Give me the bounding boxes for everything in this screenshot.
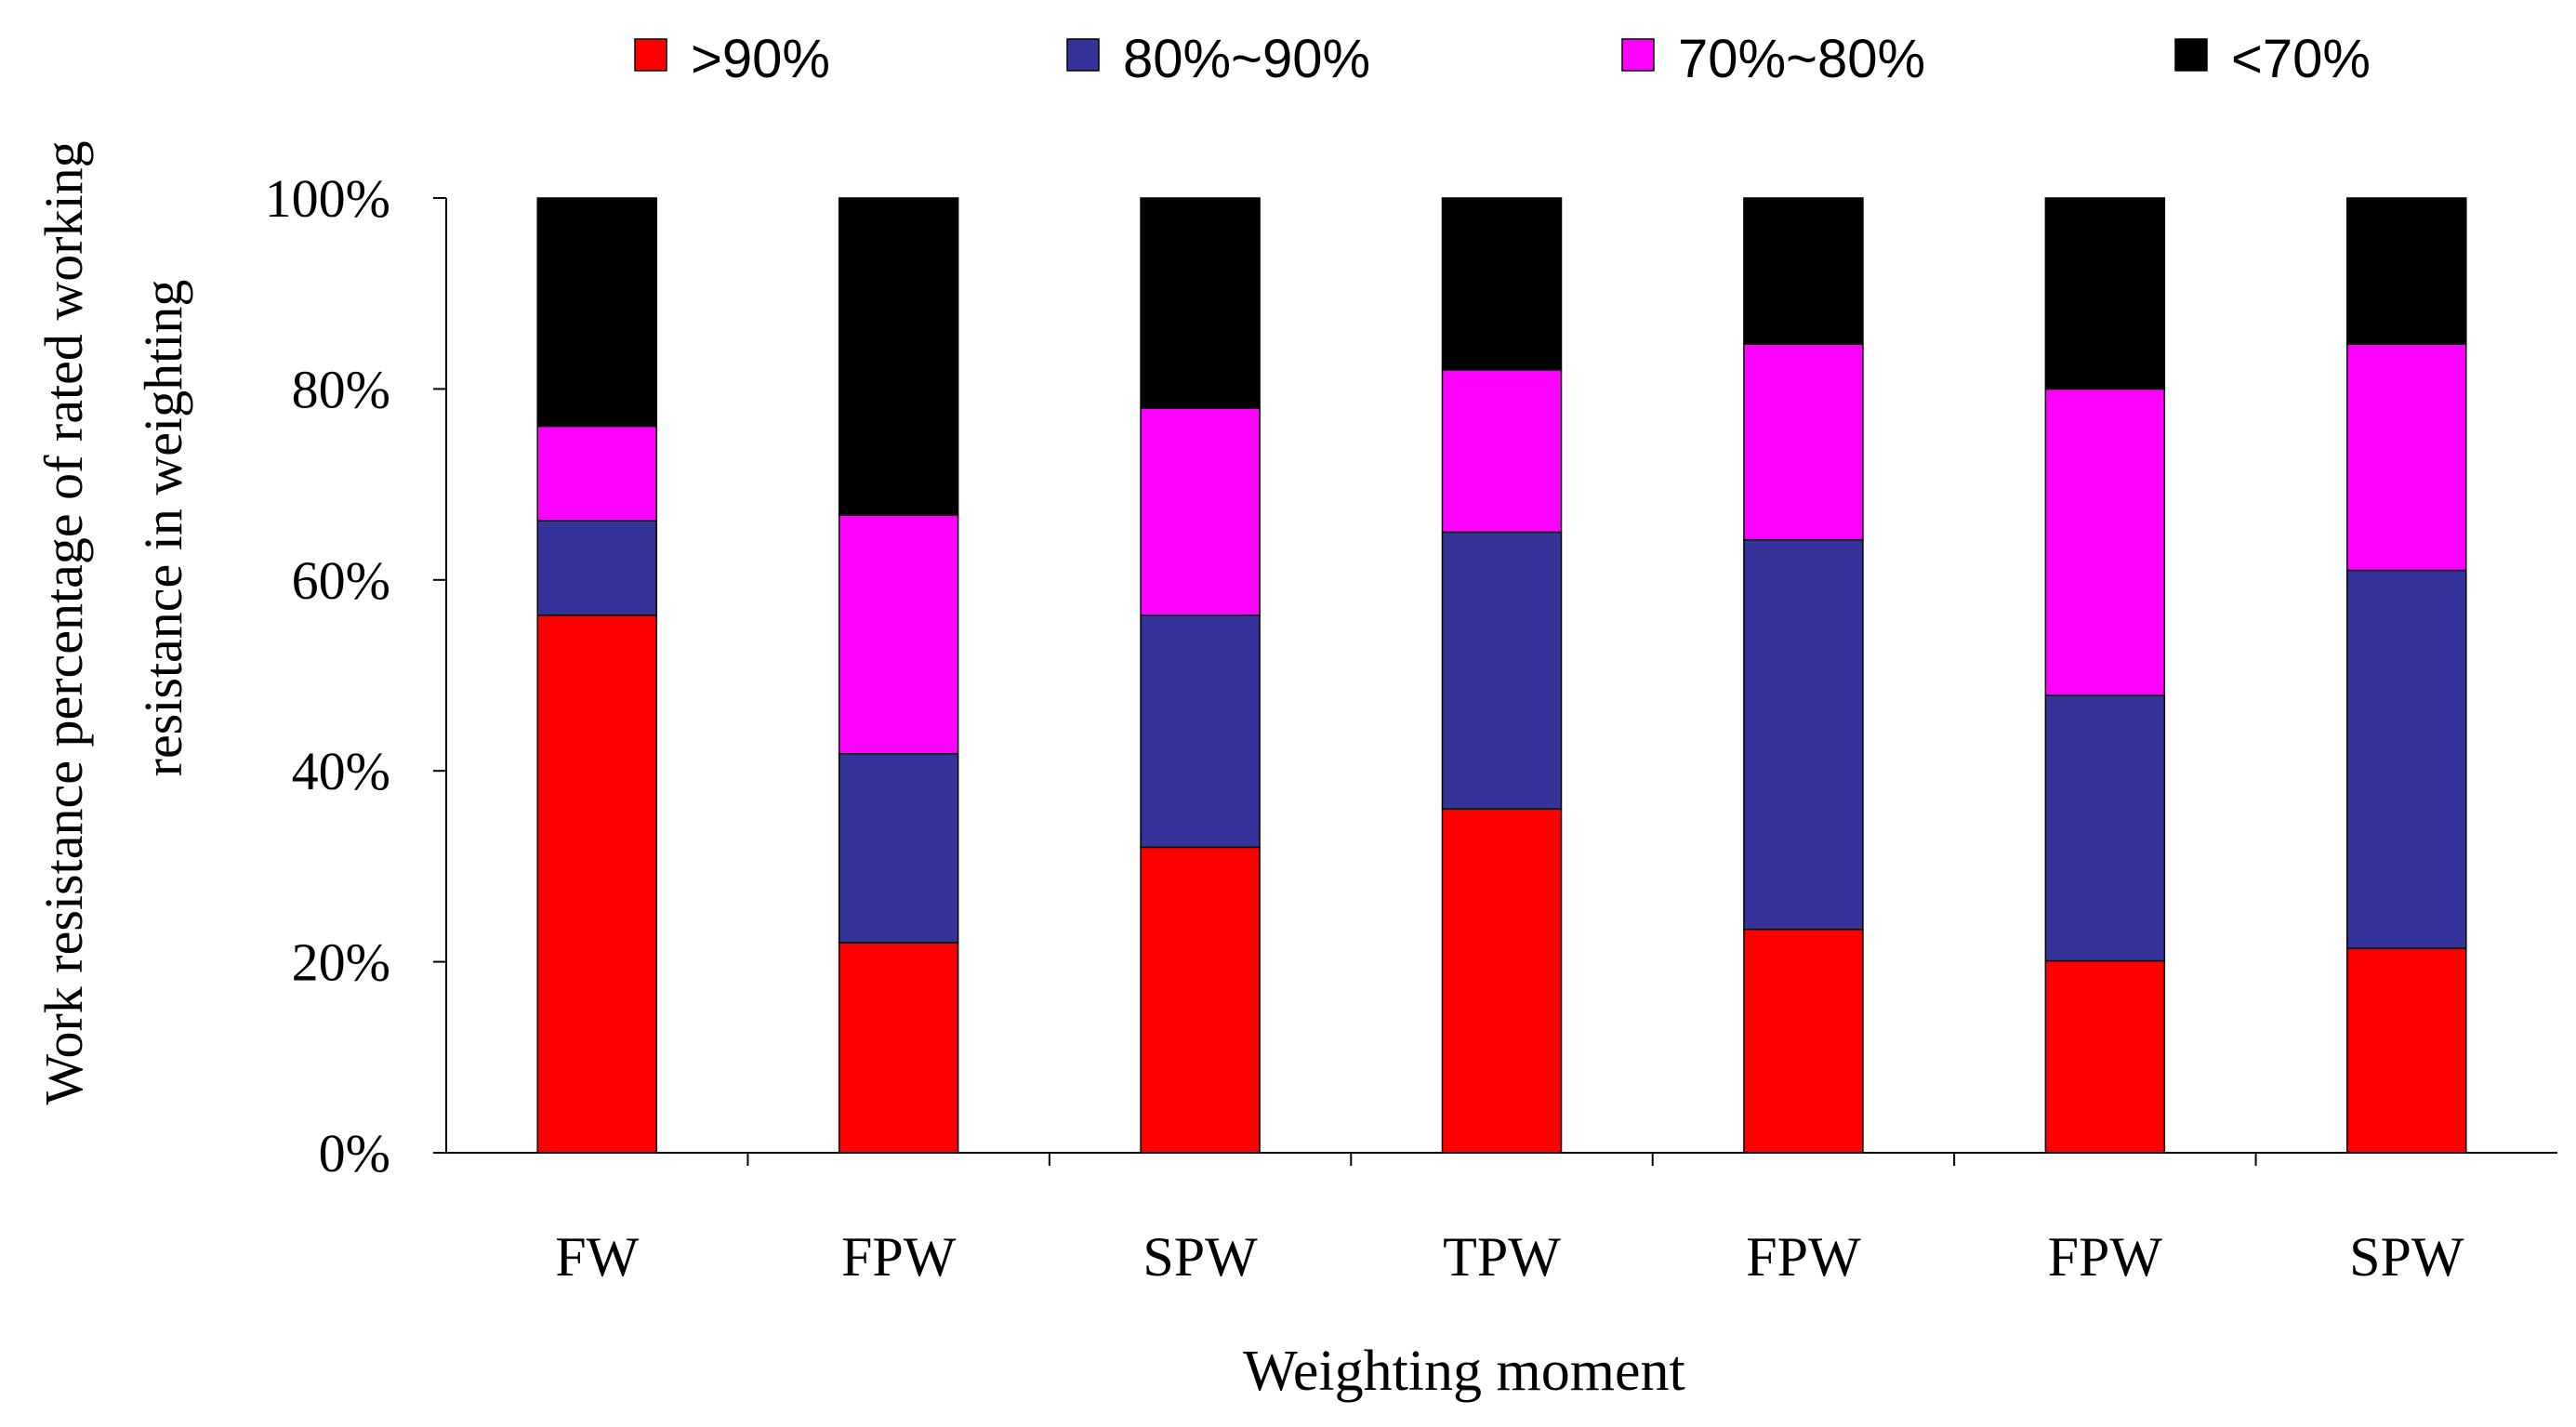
- bar-segment: [1441, 808, 1563, 1154]
- legend: >90% 80%~90% 70%~80% <70%: [634, 29, 2371, 89]
- bar-segment: [2346, 947, 2467, 1154]
- bar-segment: [838, 752, 959, 944]
- y-tick-labels: 0% 20% 40% 60% 80% 100%: [265, 168, 390, 1183]
- x-tick-label: FPW: [2048, 1226, 2163, 1288]
- bars: [536, 197, 2467, 1154]
- bar-segment: [1140, 197, 1261, 409]
- x-tick-label: FPW: [841, 1226, 957, 1288]
- x-tick-label: FW: [555, 1226, 639, 1288]
- y-axis-ticks: [433, 197, 2257, 1166]
- bar-segment: [838, 942, 959, 1154]
- y-tick-label: 0%: [319, 1123, 390, 1183]
- bar-segment: [2346, 569, 2467, 949]
- legend-swatch: [634, 38, 667, 72]
- bar-segment: [1441, 369, 1563, 534]
- bar-segment: [838, 197, 959, 516]
- legend-label: 80%~90%: [1123, 29, 1370, 89]
- bar-segment: [2346, 343, 2467, 572]
- y-axis-title: Work resistance percentage of rated work…: [33, 140, 193, 1104]
- bar-segment: [536, 614, 657, 1154]
- bar-segment: [536, 520, 657, 616]
- bar-segment: [536, 197, 657, 428]
- legend-swatch: [1621, 38, 1655, 72]
- y-tick-label: 40%: [292, 741, 390, 801]
- bar-segment: [1743, 538, 1864, 931]
- bar-segment: [2044, 959, 2166, 1154]
- bar-segment: [2044, 694, 2166, 962]
- y-tick-label: 60%: [292, 550, 390, 611]
- x-tick-label: FPW: [1746, 1226, 1861, 1288]
- y-tick-label: 20%: [292, 932, 390, 993]
- bar-segment: [1140, 407, 1261, 616]
- bar-segment: [1140, 846, 1261, 1154]
- bar-segment: [2346, 197, 2467, 345]
- y-tick-label: 80%: [292, 359, 390, 419]
- x-tick-label: TPW: [1443, 1226, 1561, 1288]
- bar-segment: [1743, 197, 1864, 345]
- bar-segment: [1441, 197, 1563, 371]
- bar-segment: [2044, 388, 2166, 696]
- bar-segment: [1140, 614, 1261, 849]
- bar-segment: [1743, 343, 1864, 541]
- bar-segment: [2044, 197, 2166, 390]
- y-axis-title-line-1: Work resistance percentage of rated work…: [33, 140, 94, 1104]
- x-axis-title: Weighting moment: [1243, 1340, 1684, 1403]
- bar-segment: [536, 425, 657, 522]
- x-tick-label: SPW: [1143, 1226, 1258, 1288]
- legend-label: >90%: [691, 29, 830, 89]
- legend-swatch: [2174, 38, 2208, 72]
- bar-segment: [1441, 531, 1563, 811]
- y-axis-title-line-2: resistance in weighting: [133, 280, 193, 777]
- legend-label: <70%: [2231, 29, 2371, 89]
- legend-label: 70%~80%: [1678, 29, 1925, 89]
- y-tick-label: 100%: [265, 168, 390, 229]
- x-tick-label: SPW: [2349, 1226, 2464, 1288]
- legend-swatch: [1066, 38, 1100, 72]
- bar-segment: [1743, 928, 1864, 1154]
- x-tick-labels: FW FPW SPW TPW FPW FPW SPW: [555, 1226, 2464, 1288]
- axes: [445, 198, 2557, 1154]
- bar-segment: [838, 514, 959, 755]
